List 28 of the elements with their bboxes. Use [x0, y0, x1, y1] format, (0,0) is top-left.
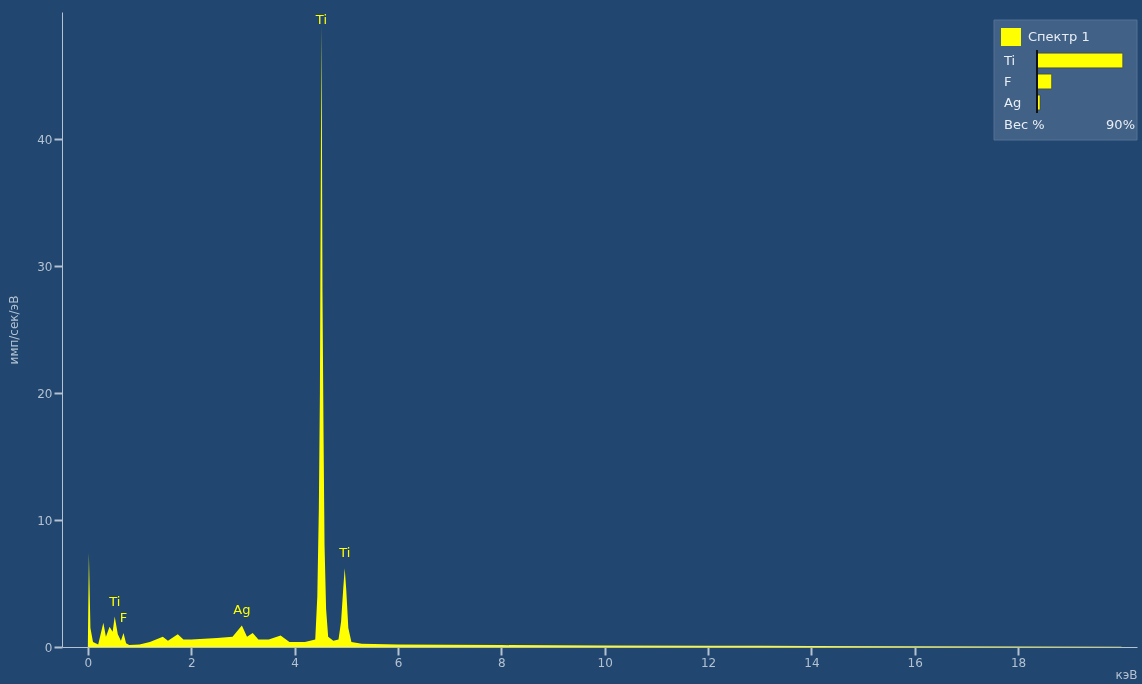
y-axis-title: имп/сек/эВ: [6, 295, 21, 365]
annotation: Ti: [338, 545, 351, 561]
y-tick-label: 40: [37, 132, 53, 147]
x-tick-label: 0: [84, 655, 93, 670]
annotation: Ti: [314, 12, 328, 27]
x-tick-label: 10: [597, 655, 613, 670]
x-axis-title: Вес %: [1004, 117, 1045, 132]
x-tick-label: 16: [907, 655, 923, 670]
y-tick-label: Ti: [1003, 52, 1016, 68]
x-tick-label: 12: [700, 655, 717, 670]
x-tick-label: 8: [497, 655, 506, 670]
x-tick-label: 4: [291, 655, 299, 670]
y-tick-label: 0: [44, 640, 53, 655]
y-tick-label: 30: [37, 259, 53, 274]
annotation: Ti: [108, 593, 121, 609]
y-tick-label: Ag: [1004, 94, 1022, 110]
y-tick-label: F: [1004, 73, 1012, 89]
annotation: Ag: [233, 602, 251, 618]
annotation: F: [119, 610, 128, 626]
y-tick-label: 20: [37, 386, 53, 401]
annotation: 90%: [1106, 117, 1135, 132]
x-tick-label: 14: [804, 655, 820, 670]
legend-label: Спектр 1: [1028, 29, 1090, 44]
x-tick-label: 2: [187, 655, 196, 670]
x-tick-label: 6: [394, 655, 403, 670]
x-axis-title: кэВ: [1115, 667, 1138, 682]
y-tick-label: 10: [37, 513, 53, 528]
x-tick-label: 18: [1010, 655, 1027, 670]
